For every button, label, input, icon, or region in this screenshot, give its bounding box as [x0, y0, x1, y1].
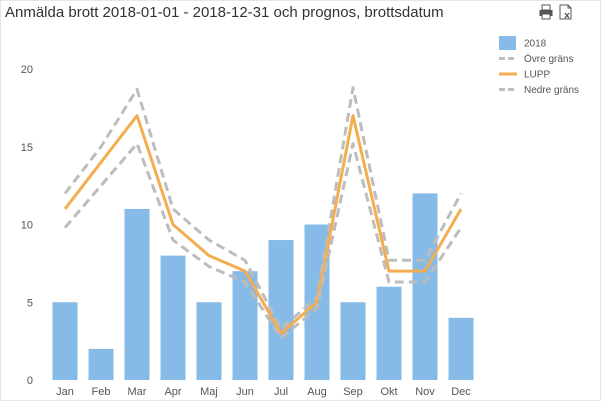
x-tick-label: Apr — [164, 386, 181, 398]
legend-swatch — [499, 36, 516, 50]
forecast-line — [63, 114, 463, 335]
bar — [376, 286, 402, 380]
legend-label: Övre gräns — [524, 53, 573, 65]
bar — [88, 348, 114, 380]
bar — [196, 302, 222, 380]
y-tick-label: 15 — [21, 142, 33, 154]
x-tick-label: Jun — [236, 386, 254, 398]
toolbar — [538, 4, 574, 20]
bar — [340, 302, 366, 380]
x-tick-label: Mar — [128, 386, 147, 398]
bound-line — [63, 86, 463, 331]
y-tick-label: 10 — [21, 220, 33, 232]
y-tick-label: 0 — [27, 375, 33, 387]
bar — [160, 255, 186, 380]
chart-title: Anmälda brott 2018-01-01 - 2018-12-31 oc… — [5, 4, 444, 21]
x-tick-label: Sep — [343, 386, 363, 398]
bar — [124, 208, 150, 380]
legend-label: LUPP — [524, 70, 550, 81]
x-tick-label: Jan — [56, 386, 74, 398]
y-tick-label: 20 — [21, 64, 33, 76]
bar — [412, 193, 438, 380]
bar — [52, 302, 78, 380]
x-tick-label: Aug — [307, 386, 327, 398]
legend-label: Nedre gräns — [524, 85, 579, 96]
x-tick-label: Jul — [274, 386, 288, 398]
x-tick-label: Feb — [92, 386, 111, 398]
bar — [448, 317, 474, 380]
print-icon[interactable] — [538, 4, 554, 20]
legend-label: 2018 — [524, 39, 547, 50]
x-tick-label: Okt — [380, 386, 397, 398]
x-tick-label: Maj — [200, 386, 218, 398]
y-tick-label: 5 — [27, 297, 33, 309]
x-tick-label: Nov — [415, 386, 435, 398]
export-excel-icon[interactable] — [558, 4, 574, 20]
bar — [232, 271, 258, 380]
x-tick-label: Dec — [451, 386, 471, 398]
bound-line — [63, 142, 463, 340]
